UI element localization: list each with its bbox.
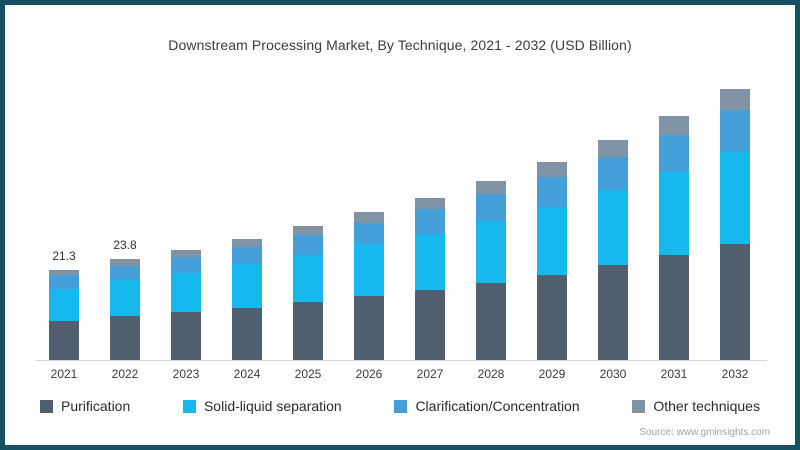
bar-segment-other-techniques-2025[interactable] xyxy=(293,225,323,236)
bar-segment-clarification-concentration-2028[interactable] xyxy=(476,194,506,221)
bar-segment-other-techniques-2023[interactable] xyxy=(171,249,201,257)
x-axis-label-2022: 2022 xyxy=(111,367,139,381)
bar-segment-clarification-concentration-2032[interactable] xyxy=(720,109,750,152)
bar-2026[interactable] xyxy=(354,211,384,360)
bar-segment-other-techniques-2024[interactable] xyxy=(232,238,262,247)
bar-2032[interactable] xyxy=(720,88,750,360)
bar-segment-other-techniques-2022[interactable] xyxy=(110,259,140,266)
legend-swatch-other-techniques xyxy=(632,399,646,413)
source-attribution: Source: www.gminsights.com xyxy=(639,427,770,438)
bar-segment-purification-2026[interactable] xyxy=(354,296,384,360)
bar-segment-purification-2027[interactable] xyxy=(415,289,445,360)
bar-2022[interactable] xyxy=(110,259,140,360)
bar-segment-clarification-concentration-2021[interactable] xyxy=(49,275,79,289)
bar-segment-other-techniques-2031[interactable] xyxy=(659,116,689,136)
x-axis-label-2030: 2030 xyxy=(599,367,627,381)
legend-swatch-purification xyxy=(40,399,53,413)
x-axis-label-2026: 2026 xyxy=(355,367,383,381)
bar-segment-solid-liquid-separation-2022[interactable] xyxy=(110,280,140,317)
legend-item-clarification-concentration[interactable]: Clarification/Concentration xyxy=(394,398,580,414)
bar-segment-other-techniques-2028[interactable] xyxy=(476,180,506,195)
legend-label-solid-liquid-separation: Solid-liquid separation xyxy=(203,398,342,414)
bar-segment-clarification-concentration-2031[interactable] xyxy=(659,135,689,172)
bar-2023[interactable] xyxy=(171,249,201,360)
x-axis-label-2021: 2021 xyxy=(50,367,78,381)
bar-segment-purification-2024[interactable] xyxy=(232,307,262,360)
legend-swatch-clarification-concentration xyxy=(394,399,408,413)
bar-segment-purification-2030[interactable] xyxy=(598,265,628,360)
bar-segment-purification-2025[interactable] xyxy=(293,302,323,360)
x-axis-label-2024: 2024 xyxy=(233,367,261,381)
bar-2030[interactable] xyxy=(598,140,628,360)
bar-value-label-2022: 23.8 xyxy=(113,238,137,253)
legend-item-purification[interactable]: Purification xyxy=(40,398,130,414)
bar-segment-clarification-concentration-2024[interactable] xyxy=(232,246,262,265)
bar-2031[interactable] xyxy=(659,116,689,360)
bar-segment-clarification-concentration-2030[interactable] xyxy=(598,156,628,190)
bar-segment-purification-2029[interactable] xyxy=(537,274,567,360)
legend-label-clarification-concentration: Clarification/Concentration xyxy=(415,398,580,414)
plot-area: 21.3 2021 23.8 2022 2023 2024 2025 2026 2027 2028… xyxy=(5,80,795,381)
legend-label-other-techniques: Other techniques xyxy=(653,398,760,414)
bar-segment-clarification-concentration-2027[interactable] xyxy=(415,209,445,234)
bar-segment-purification-2028[interactable] xyxy=(476,282,506,360)
chart-title: Downstream Processing Market, By Techniq… xyxy=(168,37,632,53)
bar-segment-purification-2032[interactable] xyxy=(720,243,750,360)
bar-2024[interactable] xyxy=(232,238,262,360)
legend: Purification Solid-liquid separation Clari… xyxy=(40,398,760,414)
bar-segment-solid-liquid-separation-2027[interactable] xyxy=(415,233,445,290)
bar-2029[interactable] xyxy=(537,161,567,360)
bar-segment-clarification-concentration-2025[interactable] xyxy=(293,235,323,255)
bar-segment-other-techniques-2029[interactable] xyxy=(537,161,567,177)
x-axis-label-2023: 2023 xyxy=(172,367,200,381)
bar-2028[interactable] xyxy=(476,180,506,360)
x-axis-label-2027: 2027 xyxy=(416,367,444,381)
x-axis-label-2025: 2025 xyxy=(294,367,322,381)
bar-segment-other-techniques-2030[interactable] xyxy=(598,140,628,157)
bar-segment-clarification-concentration-2026[interactable] xyxy=(354,222,384,245)
bar-segment-clarification-concentration-2023[interactable] xyxy=(171,256,201,273)
bar-segment-clarification-concentration-2029[interactable] xyxy=(537,176,567,207)
bar-segment-solid-liquid-separation-2030[interactable] xyxy=(598,189,628,266)
bar-segment-other-techniques-2021[interactable] xyxy=(49,269,79,276)
bar-2021[interactable] xyxy=(49,269,79,360)
legend-item-solid-liquid-separation[interactable]: Solid-liquid separation xyxy=(182,398,342,414)
bar-segment-purification-2021[interactable] xyxy=(49,321,79,360)
bar-segment-other-techniques-2026[interactable] xyxy=(354,211,384,223)
bar-segment-solid-liquid-separation-2032[interactable] xyxy=(720,151,750,244)
bar-segment-solid-liquid-separation-2021[interactable] xyxy=(49,288,79,322)
bar-segment-purification-2023[interactable] xyxy=(171,312,201,360)
bar-segment-solid-liquid-separation-2023[interactable] xyxy=(171,272,201,313)
bar-segment-solid-liquid-separation-2031[interactable] xyxy=(659,171,689,256)
x-axis-label-2028: 2028 xyxy=(477,367,505,381)
x-axis-line xyxy=(35,360,767,361)
legend-item-other-techniques[interactable]: Other techniques xyxy=(632,398,760,414)
bar-segment-solid-liquid-separation-2024[interactable] xyxy=(232,264,262,308)
bar-segment-solid-liquid-separation-2026[interactable] xyxy=(354,244,384,297)
x-axis-label-2031: 2031 xyxy=(660,367,688,381)
legend-swatch-solid-liquid-separation xyxy=(182,399,196,413)
bar-value-label-2021: 21.3 xyxy=(52,248,76,263)
bar-segment-solid-liquid-separation-2029[interactable] xyxy=(537,206,567,275)
bar-segment-clarification-concentration-2022[interactable] xyxy=(110,265,140,281)
bar-2025[interactable] xyxy=(293,225,323,360)
x-axis-label-2029: 2029 xyxy=(538,367,566,381)
bar-segment-purification-2022[interactable] xyxy=(110,316,140,360)
bar-segment-solid-liquid-separation-2025[interactable] xyxy=(293,254,323,302)
bar-segment-solid-liquid-separation-2028[interactable] xyxy=(476,220,506,283)
legend-label-purification: Purification xyxy=(61,398,131,414)
bar-segment-other-techniques-2027[interactable] xyxy=(415,198,445,210)
x-axis-label-2032: 2032 xyxy=(721,367,749,381)
bar-2027[interactable] xyxy=(415,198,445,360)
bar-segment-other-techniques-2032[interactable] xyxy=(720,88,750,110)
bar-segment-purification-2031[interactable] xyxy=(659,255,689,360)
